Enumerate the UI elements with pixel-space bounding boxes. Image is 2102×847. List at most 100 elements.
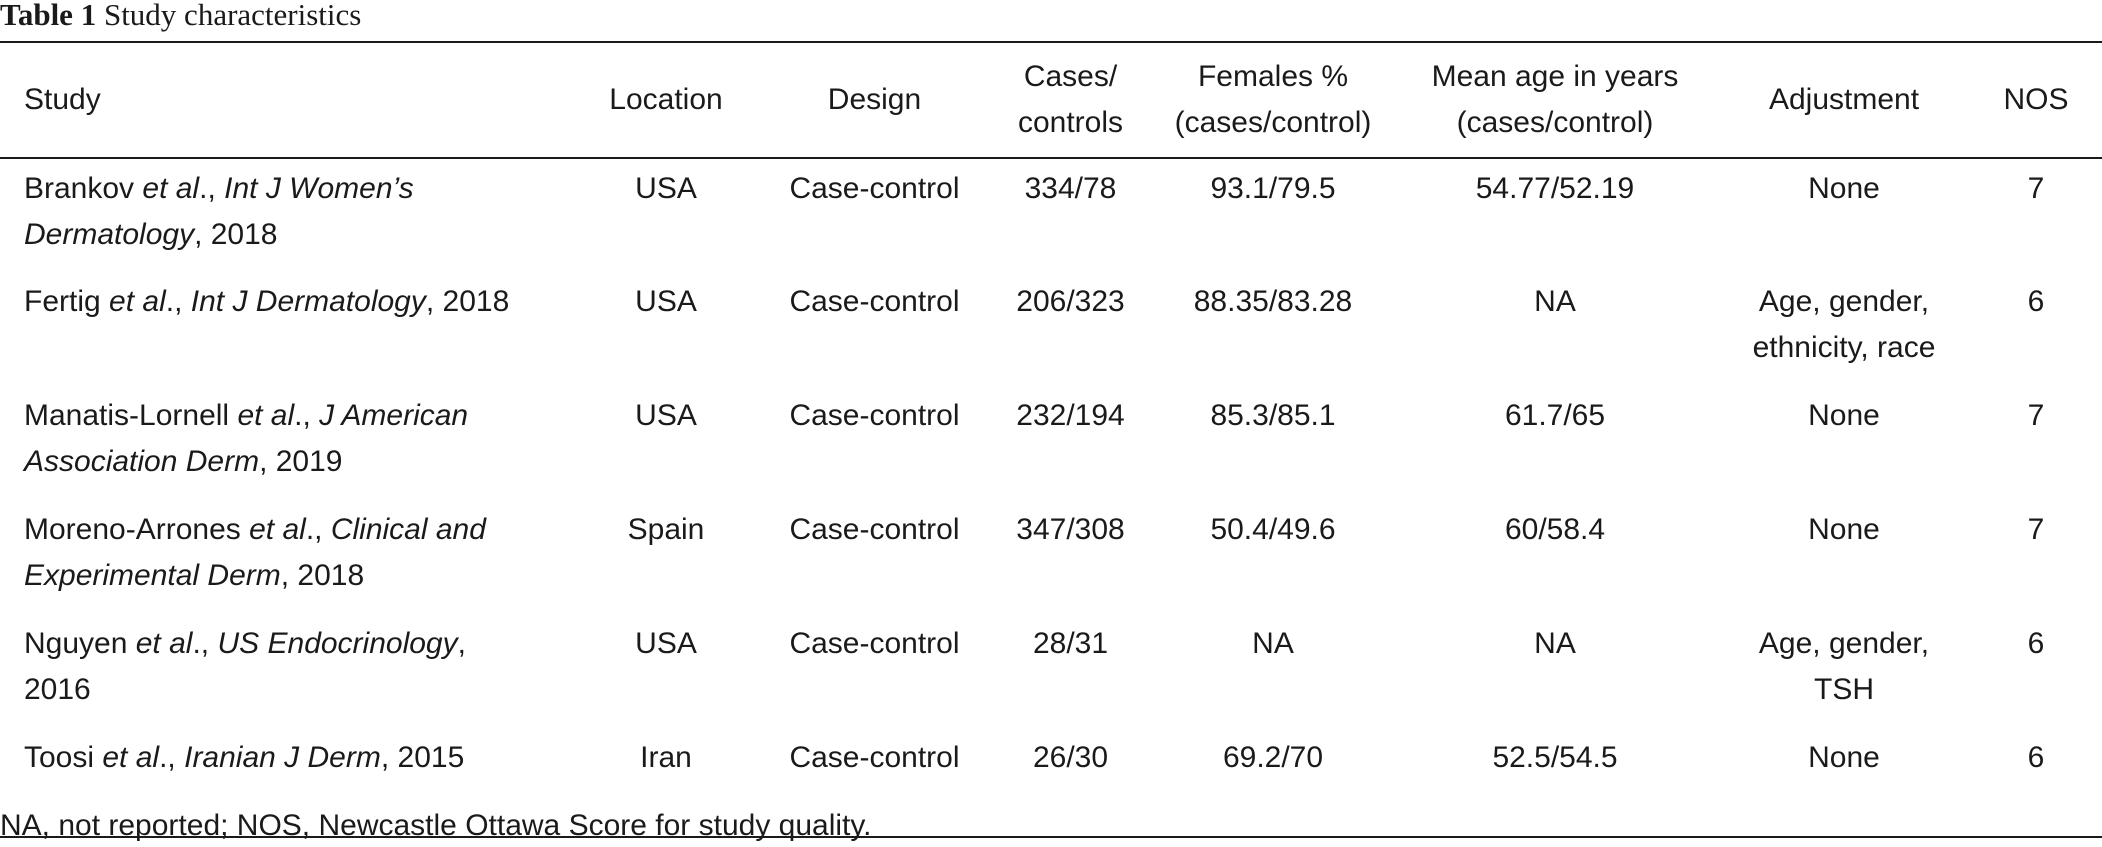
cell-females: 69.2/70 bbox=[1154, 728, 1392, 838]
header-cases-line2: controls bbox=[1017, 106, 1124, 139]
study-year: , 2018 bbox=[194, 218, 278, 251]
header-age-line1: Mean age in years bbox=[1431, 60, 1679, 93]
header-adjustment: Adjustment bbox=[1718, 41, 1970, 159]
study-author: Fertig bbox=[24, 285, 110, 318]
cell-adjustment: Age, gender, TSH bbox=[1718, 614, 1970, 728]
header-nos: NOS bbox=[1970, 41, 2102, 159]
study-author: Brankov bbox=[24, 172, 143, 205]
cell-location: USA bbox=[635, 399, 697, 432]
table-row: Brankov et al., Int J Women’s Dermatology… bbox=[0, 158, 2102, 272]
table-row: Moreno-Arrones et al., Clinical and Exper… bbox=[0, 500, 2102, 614]
study-etal: et al bbox=[109, 285, 166, 318]
adjustment-line1: Age, gender, bbox=[1758, 627, 1930, 660]
adjustment-line1: None bbox=[1808, 172, 1880, 205]
study-author: Toosi bbox=[24, 741, 103, 774]
study-journal-cont: Association Derm bbox=[24, 445, 260, 478]
cell-age: NA bbox=[1534, 285, 1576, 318]
table-footnote: NA, not reported; NOS, Newcastle Ottawa … bbox=[0, 809, 872, 842]
cell-nos: 6 bbox=[2027, 285, 2045, 318]
header-mean-age: Mean age in years (cases/control) bbox=[1392, 41, 1718, 159]
study-etal: et al bbox=[249, 513, 306, 546]
cell-adjustment: Age, gender, ethnicity, race bbox=[1718, 272, 1970, 386]
adjustment-line2: ethnicity, race bbox=[1752, 331, 1936, 364]
header-cases-controls: Cases/controls bbox=[987, 41, 1154, 159]
cell-location: USA bbox=[635, 285, 697, 318]
study-sep: ., bbox=[199, 172, 225, 205]
study-journal: Clinical and bbox=[330, 513, 486, 546]
table-header-row: Study Location Design Cases/controls Fem… bbox=[0, 41, 2102, 159]
study-year: , 2018 bbox=[280, 559, 365, 592]
table-row: Toosi et al., Iranian J Derm, 2015 Iran … bbox=[0, 728, 2102, 838]
study-journal-cont: Dermatology bbox=[24, 218, 195, 251]
study-etal: et al bbox=[237, 399, 295, 432]
cell-adjustment: None bbox=[1718, 158, 1970, 272]
study-journal: J American bbox=[319, 399, 469, 432]
cell-cases: 28/31 bbox=[1032, 627, 1109, 660]
cell-study: Moreno-Arrones et al., Clinical and Exper… bbox=[0, 500, 570, 614]
study-journal: Int J Women’s bbox=[224, 172, 414, 205]
cell-study: Nguyen et al., US Endocrinology, 2016 bbox=[0, 614, 570, 728]
study-sep: ., bbox=[159, 741, 185, 774]
header-cases-line1: Cases/ bbox=[1023, 60, 1118, 93]
cell-design: Case-control bbox=[789, 513, 960, 546]
cell-design: Case-control bbox=[789, 627, 960, 660]
cell-design: Case-control bbox=[789, 399, 960, 432]
adjustment-line1: None bbox=[1808, 399, 1880, 432]
header-study: Study bbox=[0, 41, 570, 159]
study-characteristics-table: Study Location Design Cases/controls Fem… bbox=[0, 41, 2102, 838]
study-sep: ., bbox=[165, 285, 191, 318]
header-location: Location bbox=[570, 41, 762, 159]
cell-location: Spain bbox=[627, 513, 705, 546]
cell-females: 85.3/85.1 bbox=[1210, 399, 1336, 432]
cell-cases: 26/30 bbox=[987, 728, 1154, 838]
study-etal: et al bbox=[102, 741, 160, 774]
cell-females: 50.4/49.6 bbox=[1210, 513, 1336, 546]
adjustment-line1: None bbox=[1808, 741, 1880, 774]
adjustment-line1: None bbox=[1808, 513, 1880, 546]
table-caption-title: Study characteristics bbox=[103, 0, 362, 32]
cell-cases: 206/323 bbox=[1016, 285, 1125, 318]
cell-cases: 232/194 bbox=[1016, 399, 1125, 432]
study-etal: et al bbox=[142, 172, 200, 205]
study-year: , 2018 bbox=[425, 285, 510, 318]
cell-study: Toosi et al., Iranian J Derm, 2015 bbox=[0, 728, 570, 838]
cell-design: Case-control bbox=[789, 172, 960, 205]
cell-females: NA bbox=[1252, 627, 1294, 660]
cell-females: 88.35/83.28 bbox=[1193, 285, 1353, 318]
study-journal: Iranian J Derm bbox=[184, 741, 381, 774]
header-age-line2: (cases/control) bbox=[1456, 106, 1654, 139]
cell-nos: 6 bbox=[2027, 627, 2045, 660]
study-journal: US Endocrinology bbox=[217, 627, 458, 660]
cell-study: Brankov et al., Int J Women’s Dermatology… bbox=[0, 158, 570, 272]
header-females-line2: (cases/control) bbox=[1174, 106, 1372, 139]
cell-nos: 7 bbox=[2027, 172, 2045, 205]
table-row: Nguyen et al., US Endocrinology, 2016 USA… bbox=[0, 614, 2102, 728]
table-row: Fertig et al., Int J Dermatology, 2018 U… bbox=[0, 272, 2102, 386]
cell-study: Manatis-Lornell et al., J American Associ… bbox=[0, 386, 570, 500]
study-sep: ., bbox=[305, 513, 331, 546]
study-sep: ., bbox=[294, 399, 320, 432]
cell-location: USA bbox=[635, 627, 697, 660]
study-journal: Int J Dermatology bbox=[190, 285, 426, 318]
cell-location: USA bbox=[635, 172, 697, 205]
cell-cases: 347/308 bbox=[1016, 513, 1125, 546]
study-author: Manatis-Lornell bbox=[24, 399, 238, 432]
cell-age: 61.7/65 bbox=[1504, 399, 1606, 432]
cell-adjustment: None bbox=[1718, 500, 1970, 614]
study-etal: et al bbox=[135, 627, 193, 660]
study-sep: ., bbox=[192, 627, 218, 660]
cell-nos: 6 bbox=[1970, 728, 2102, 838]
study-year: , 2015 bbox=[380, 741, 465, 774]
cell-study: Fertig et al., Int J Dermatology, 2018 bbox=[0, 272, 570, 386]
cell-nos: 7 bbox=[2027, 513, 2045, 546]
cell-age: 52.5/54.5 bbox=[1392, 728, 1718, 838]
cell-females: 93.1/79.5 bbox=[1210, 172, 1336, 205]
study-year: , bbox=[457, 627, 466, 660]
table-caption: Table 1 Study characteristics bbox=[0, 0, 361, 38]
table-caption-label: Table 1 bbox=[0, 0, 97, 32]
cell-nos: 7 bbox=[2027, 399, 2045, 432]
adjustment-line2: TSH bbox=[1814, 673, 1874, 706]
cell-cases: 334/78 bbox=[1024, 172, 1117, 205]
header-design: Design bbox=[762, 41, 987, 159]
cell-adjustment: None bbox=[1718, 728, 1970, 838]
